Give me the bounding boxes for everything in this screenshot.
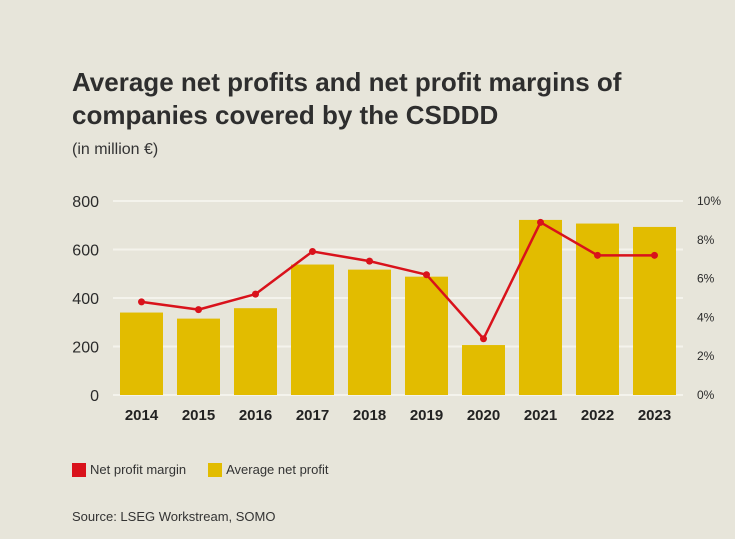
y-tick-label: 400 (72, 291, 99, 308)
x-tick-label: 2017 (296, 407, 329, 424)
bar-2014 (120, 312, 163, 395)
margin-point-2020 (480, 335, 487, 343)
x-tick-label: 2019 (410, 407, 443, 424)
chart-subtitle: (in million €) (72, 141, 159, 158)
margin-point-2022 (594, 251, 601, 259)
bar-2021 (519, 219, 562, 395)
y2-tick-label: 10% (697, 194, 721, 208)
margin-point-2021 (537, 218, 544, 226)
y2-tick-label: 6% (697, 272, 715, 286)
legend-label-profit: Average net profit (226, 462, 329, 477)
margin-point-2017 (309, 247, 316, 255)
y2-tick-label: 8% (697, 233, 715, 247)
x-tick-label: 2014 (125, 407, 159, 424)
bar-2019 (405, 276, 448, 395)
x-tick-label: 2016 (239, 407, 272, 424)
y2-tick-label: 4% (697, 310, 715, 324)
chart-title: Average net profits and net profit margi… (72, 67, 622, 130)
margin-point-2015 (195, 306, 202, 314)
x-tick-label: 2015 (182, 407, 215, 424)
margin-point-2019 (423, 271, 430, 279)
margin-point-2014 (138, 298, 145, 306)
bar-2016 (234, 308, 277, 395)
legend-swatch-profit (208, 462, 223, 477)
x-tick-label: 2021 (524, 407, 557, 424)
bar-2017 (291, 264, 334, 395)
legend-item-profit: Average net profit (208, 462, 328, 477)
x-tick-label: 2020 (467, 407, 500, 424)
y2-tick-label: 0% (697, 388, 715, 402)
margin-point-2023 (651, 251, 658, 259)
legend-swatch-margin (72, 462, 86, 477)
margin-point-2018 (366, 257, 373, 265)
legend-item-margin: Net profit margin (72, 462, 186, 477)
bar-2018 (348, 269, 391, 395)
y-tick-label: 600 (72, 243, 99, 260)
y-tick-label: 800 (72, 194, 99, 211)
legend-label-margin: Net profit margin (90, 462, 187, 477)
x-tick-label: 2018 (353, 407, 386, 424)
bar-2020 (462, 345, 505, 395)
bar-2015 (177, 318, 220, 395)
y-tick-label: 200 (72, 340, 99, 357)
margin-line (141, 221, 655, 340)
bar-2022 (576, 223, 619, 395)
y-tick-label: 0 (90, 388, 99, 405)
x-tick-label: 2023 (638, 407, 671, 424)
margin-point-2016 (252, 290, 259, 298)
x-tick-label: 2022 (581, 407, 614, 424)
source-note: Source: LSEG Workstream, SOMO (72, 509, 276, 524)
legend: Net profit margin Average net profit (72, 462, 350, 477)
y2-tick-label: 2% (697, 349, 715, 363)
